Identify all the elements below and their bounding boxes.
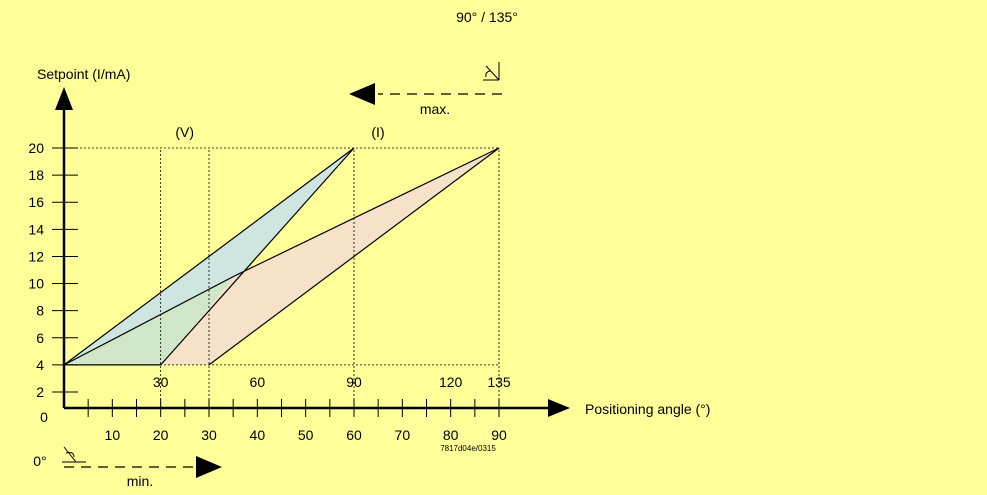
- max-label: max.: [420, 101, 450, 117]
- x-axis-arrow: [548, 399, 570, 417]
- x-top-label-135: 135: [487, 374, 511, 390]
- figure-code: 7817d04e/0315: [440, 444, 496, 453]
- region-2: [160, 148, 499, 365]
- curve-labels: (V) (I): [175, 124, 384, 140]
- chart-regions: [64, 148, 499, 365]
- y-tick-label-4: 4: [36, 357, 44, 373]
- x-tick-label-90: 90: [491, 427, 507, 443]
- curve-label-V: (V): [175, 124, 194, 140]
- curve-line-2: [63, 147, 355, 366]
- y-tick-label-12: 12: [28, 248, 44, 264]
- curve-line-5: [208, 147, 500, 366]
- x-tick-label-70: 70: [395, 427, 411, 443]
- x-top-label-120: 120: [439, 374, 463, 390]
- min-angle-icon: [62, 446, 86, 463]
- y-tick-label-16: 16: [28, 194, 44, 210]
- min-label: min.: [127, 473, 153, 489]
- max-angle-label: 90° / 135°: [456, 9, 518, 25]
- x-ticks: 10 20 30 40 50 60 70 80 90: [87, 399, 507, 443]
- y-ticks: 2 4 6 8 10 12 14 16 18 20: [28, 140, 78, 400]
- x-axis-label: Positioning angle (°): [585, 401, 710, 417]
- curve-lines: [63, 147, 500, 366]
- x-tick-label-80: 80: [443, 427, 459, 443]
- x-tick-label-60: 60: [346, 427, 362, 443]
- y-tick-label-10: 10: [28, 276, 44, 292]
- x-tick-label-20: 20: [153, 427, 169, 443]
- min-angle-label: 0°: [33, 453, 46, 469]
- x-top-label-90: 90: [346, 374, 362, 390]
- y-tick-label-18: 18: [28, 167, 44, 183]
- curve-label-I: (I): [371, 124, 384, 140]
- x-tick-label-40: 40: [250, 427, 266, 443]
- y-axis-arrow: [55, 87, 73, 110]
- x-top-label-30: 30: [153, 374, 169, 390]
- max-direction-arrow: [349, 83, 375, 105]
- curve-line-4: [160, 147, 355, 366]
- y-tick-label-6: 6: [36, 330, 44, 346]
- y-tick-label-20: 20: [28, 140, 44, 156]
- x-top-label-60: 60: [250, 374, 266, 390]
- y-tick-label-8: 8: [36, 303, 44, 319]
- x-ticks-top: 30 60 90 120 135: [153, 374, 511, 390]
- x-tick-label-10: 10: [105, 427, 121, 443]
- x-tick-label-30: 30: [201, 427, 217, 443]
- y-axis-label: Setpoint (I/mA): [37, 66, 130, 82]
- curve-line-3: [63, 147, 500, 366]
- x-tick-label-50: 50: [298, 427, 314, 443]
- y-zero-label: 0: [40, 409, 48, 425]
- y-tick-label-14: 14: [28, 221, 44, 237]
- y-tick-label-2: 2: [36, 384, 44, 400]
- max-angle-icon: [483, 62, 500, 81]
- min-direction-arrow: [196, 456, 222, 478]
